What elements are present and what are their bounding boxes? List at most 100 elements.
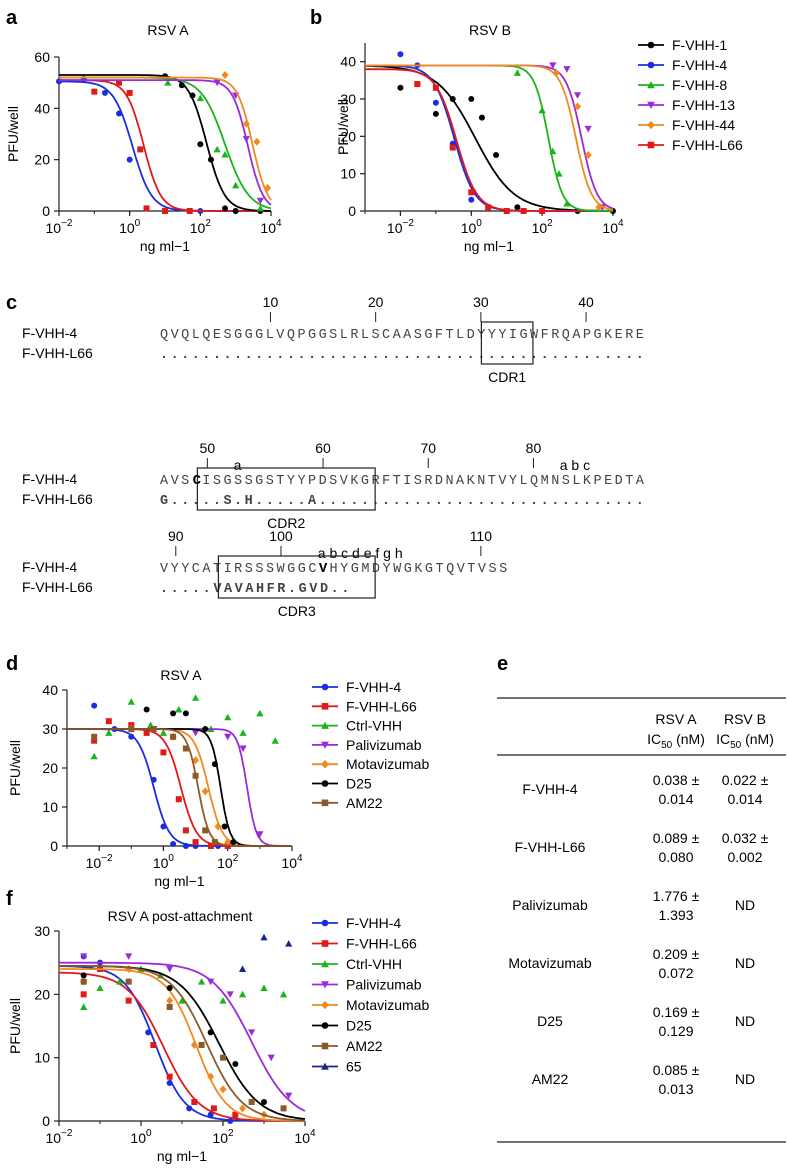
ic50-value: 0.085 ± [653, 1062, 700, 1078]
data-point [160, 823, 167, 830]
series-am22 [67, 726, 292, 847]
table-row: AM22 0.085 ± 0.013 ND [532, 1062, 755, 1097]
variant-sequence: ........................................… [160, 348, 644, 363]
data-point [449, 96, 456, 102]
data-point [232, 208, 239, 214]
data-point [182, 745, 189, 752]
x-tick-label: 102 [190, 218, 212, 236]
data-point [170, 710, 177, 717]
data-point [166, 1004, 173, 1010]
legend-marker [321, 780, 329, 787]
data-point [164, 79, 172, 86]
y-tick-label: 30 [34, 923, 50, 939]
data-point [186, 208, 193, 214]
legend-item: D25 [312, 1018, 372, 1034]
row-name: F-VHH-L66 [515, 839, 586, 855]
x-tick-exp: 0 [146, 1128, 152, 1139]
data-point [214, 822, 222, 831]
fit-curve [59, 968, 305, 1122]
ic50-error: 0.013 [658, 1081, 693, 1097]
series-d25 [59, 965, 306, 1120]
data-point [584, 125, 592, 133]
legend-item: AM22 [312, 795, 383, 811]
x-tick-label: 104 [281, 853, 303, 871]
x-tick-label: 10−2 [46, 1128, 73, 1146]
legend-item: Motavizumab [312, 997, 429, 1013]
legend-marker [321, 683, 329, 691]
legend-d: F-VHH-4 F-VHH-L66 Ctrl-VHH Palivizumab Motav… [312, 679, 429, 811]
data-point [264, 183, 272, 192]
data-point [150, 726, 157, 732]
x-tick-label: 104 [602, 218, 624, 236]
y-tick-label: 40 [340, 54, 356, 70]
fit-curve [365, 64, 614, 211]
table-header-line1: RSV A [655, 711, 697, 727]
seq-name-var: F-VHH-L66 [22, 579, 93, 595]
position-label: 30 [473, 294, 489, 310]
data-point [192, 772, 199, 779]
legend-label: Ctrl-VHH [346, 956, 402, 972]
legend-item: Ctrl-VHH [312, 718, 402, 734]
data-point [126, 89, 133, 96]
y-tick-label: 10 [34, 1050, 50, 1066]
x-tick-label: 104 [294, 1128, 316, 1146]
y-tick-label: 40 [34, 100, 50, 116]
legend-label: Ctrl-VHH [346, 718, 402, 734]
data-point [219, 997, 227, 1004]
data-point [197, 141, 204, 148]
legend-label: F-VHH-4 [346, 915, 401, 931]
series-ctrl-vhh [90, 694, 279, 760]
data-point [432, 84, 439, 91]
data-point [207, 1072, 215, 1081]
legend-label: 65 [346, 1059, 362, 1075]
data-point [125, 953, 133, 960]
y-axis-label: PFU/well [7, 740, 23, 796]
x-tick-label: 100 [130, 1128, 152, 1146]
panel-label-e: e [497, 653, 508, 675]
legend-marker [321, 981, 329, 989]
x-tick-exp: 0 [476, 218, 482, 229]
data-point [230, 839, 237, 846]
data-point [397, 51, 404, 58]
data-point [197, 978, 206, 985]
x-tick-base: 10 [119, 220, 135, 236]
y-tick-label: 0 [348, 203, 356, 219]
data-point [105, 718, 112, 725]
x-tick-base: 10 [387, 220, 403, 236]
x-tick-label: 102 [217, 853, 239, 871]
data-point [549, 62, 557, 69]
y-tick-label: 0 [50, 838, 58, 854]
legend-item: D25 [312, 776, 372, 792]
legend-label: F-VHH-13 [672, 97, 735, 113]
table-row: Palivizumab 1.776 ± 1.393 ND [512, 888, 755, 923]
legend-marker [647, 41, 655, 49]
data-point [503, 208, 510, 214]
data-point [397, 84, 404, 91]
sequence-row: 90 100 110 a b c d e f g h F-VHH-4 F-VHH-L66 V… [22, 528, 507, 619]
fit-curve [67, 728, 292, 847]
y-tick-label: 0 [42, 203, 50, 219]
legend-marker [647, 120, 655, 130]
series-f-vhh-1 [364, 65, 616, 214]
row-name: AM22 [532, 1071, 569, 1087]
position-label: 80 [526, 440, 542, 456]
data-point [80, 1003, 88, 1010]
chart-title: RSV B [469, 22, 511, 38]
legend-label: F-VHH-1 [672, 37, 727, 53]
table-row: D25 0.169 ± 0.129 ND [537, 1004, 755, 1039]
legend-marker [321, 960, 329, 968]
series-palivizumab [67, 726, 292, 847]
data-point [162, 208, 168, 214]
x-tick-exp: 2 [228, 1128, 234, 1139]
x-tick-base: 10 [281, 855, 297, 871]
panel-label-f: f [6, 888, 13, 910]
legend-marker [321, 759, 329, 769]
data-point [513, 69, 521, 76]
table-row: F-VHH-4 0.038 ± 0.014 0.022 ± 0.014 [522, 772, 768, 807]
x-tick-exp: −2 [403, 218, 415, 229]
data-point [232, 1061, 239, 1067]
chart-title: RSV A [160, 667, 202, 683]
data-point [91, 733, 98, 740]
ic50-value: 1.776 ± [653, 888, 700, 904]
x-tick-label: 10−2 [387, 218, 414, 236]
